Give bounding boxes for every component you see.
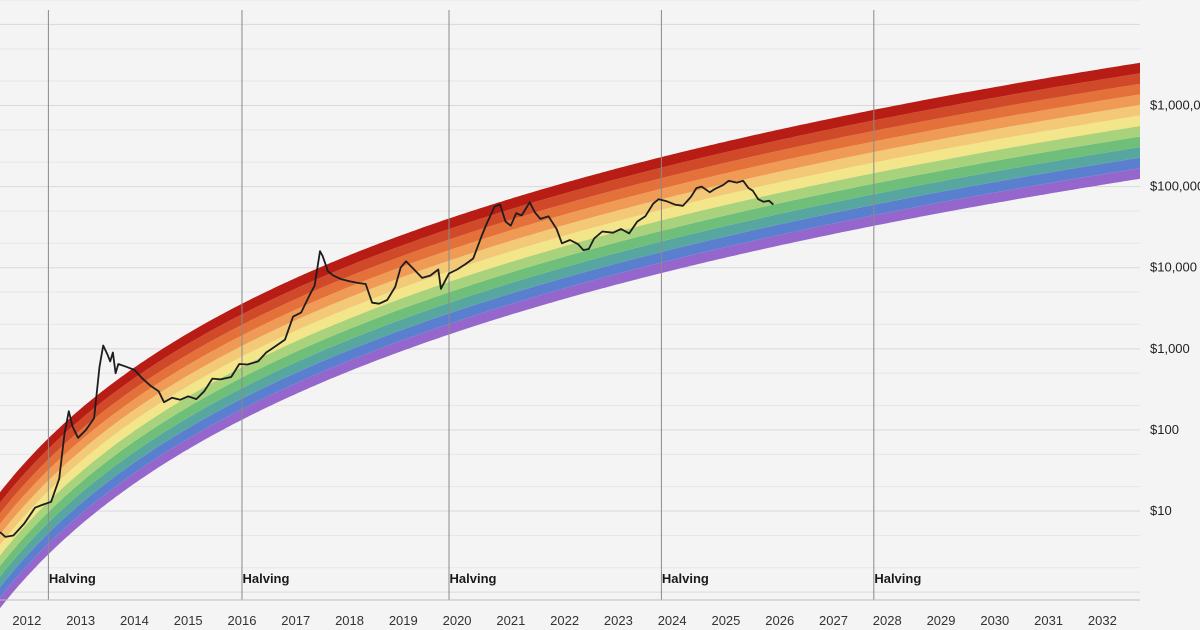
x-tick-label: 2029 bbox=[927, 613, 956, 628]
x-tick-label: 2019 bbox=[389, 613, 418, 628]
x-tick-label: 2030 bbox=[980, 613, 1009, 628]
y-tick-label: $1,000 bbox=[1150, 341, 1190, 356]
x-tick-label: 2028 bbox=[873, 613, 902, 628]
halving-label: Halving bbox=[662, 571, 709, 586]
halving-labels: Halving Halving Halving Halving Halving bbox=[49, 571, 921, 586]
x-tick-label: 2017 bbox=[281, 613, 310, 628]
x-tick-label: 2025 bbox=[711, 613, 740, 628]
y-axis-ticks: $10 $100 $1,000 $10,000 $100,000 $1,000,000 bbox=[1150, 98, 1200, 519]
y-tick-label: $100,000 bbox=[1150, 179, 1200, 194]
x-tick-label: 2012 bbox=[12, 613, 41, 628]
y-tick-label: $10 bbox=[1150, 503, 1172, 518]
y-tick-label: $10,000 bbox=[1150, 260, 1197, 275]
rainbow-bands bbox=[0, 62, 1140, 609]
x-tick-label: 2027 bbox=[819, 613, 848, 628]
x-axis-ticks: 2012 2013 2014 2015 2016 2017 2018 2019 2020 2021… bbox=[0, 599, 1140, 628]
halving-label: Halving bbox=[874, 571, 921, 586]
x-tick-label: 2022 bbox=[550, 613, 579, 628]
x-tick-label: 2024 bbox=[658, 613, 687, 628]
x-tick-label: 2031 bbox=[1034, 613, 1063, 628]
x-tick-label: 2015 bbox=[174, 613, 203, 628]
halving-label: Halving bbox=[242, 571, 289, 586]
y-tick-label: $1,000,000 bbox=[1150, 98, 1200, 113]
y-tick-label: $100 bbox=[1150, 422, 1179, 437]
halving-lines bbox=[47, 10, 875, 600]
x-tick-label: 2026 bbox=[765, 613, 794, 628]
x-tick-label: 2023 bbox=[604, 613, 633, 628]
halving-label: Halving bbox=[450, 571, 497, 586]
x-tick-label: 2016 bbox=[228, 613, 257, 628]
x-tick-label: 2020 bbox=[443, 613, 472, 628]
price-series bbox=[0, 179, 774, 538]
x-tick-label: 2018 bbox=[335, 613, 364, 628]
x-tick-label: 2013 bbox=[66, 613, 95, 628]
price-line bbox=[0, 179, 774, 538]
halving-label: Halving bbox=[49, 571, 96, 586]
x-tick-label: 2014 bbox=[120, 613, 149, 628]
x-tick-label: 2032 bbox=[1088, 613, 1117, 628]
x-tick-label: 2021 bbox=[496, 613, 525, 628]
